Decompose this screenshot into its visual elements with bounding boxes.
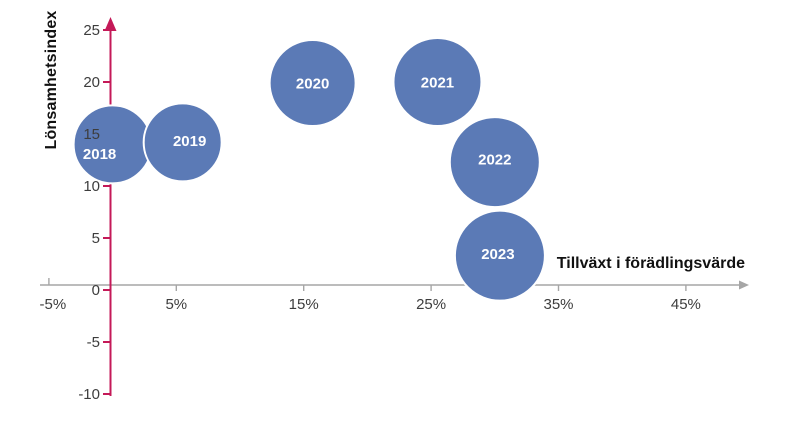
bubble-label-2019: 2019 [173, 133, 206, 150]
bubble-label-2018: 2018 [83, 146, 116, 163]
y-tick-label: 5 [92, 230, 100, 247]
bubbles-layer [72, 37, 546, 302]
y-tick-label: 0 [92, 282, 100, 299]
bubble-label-2023: 2023 [481, 246, 514, 263]
y-tick-label: -10 [78, 386, 100, 403]
x-tick-label: 35% [543, 296, 573, 313]
labels-layer: 25 20 15 10 5 0 -5 -10 -5% 5% 15% 25% 35% 45% 2018 2019… [40, 22, 701, 403]
bubble-2021 [392, 37, 483, 127]
x-tick-label: 5% [165, 296, 187, 313]
y-tick-label: 20 [83, 74, 100, 91]
bubble-2019 [142, 102, 223, 183]
x-tick-label: 15% [289, 296, 319, 313]
x-tick-label: 45% [671, 296, 701, 313]
x-tick-label: 25% [416, 296, 446, 313]
y-tick-label: 10 [83, 178, 100, 195]
bubble-label-2020: 2020 [296, 76, 329, 93]
y-tick-label: -5 [87, 334, 100, 351]
bubble-2018 [72, 104, 153, 185]
y-tick-label: 25 [83, 22, 100, 39]
bubble-2022 [448, 116, 541, 209]
y-axis-title: Lönsamhetsindex [43, 10, 60, 150]
bubble-label-2021: 2021 [421, 75, 454, 92]
y-axis-arrow-icon [104, 17, 117, 31]
x-axis-arrow-icon [739, 280, 749, 290]
bubble-2023 [453, 209, 546, 302]
bubble-label-2022: 2022 [478, 152, 511, 169]
x-axis-title: Tillväxt i förädlingsvärde [556, 255, 745, 272]
y-tick-label: 15 [83, 126, 100, 143]
bubble-2020 [268, 39, 357, 128]
x-tick-label: -5% [40, 296, 67, 313]
